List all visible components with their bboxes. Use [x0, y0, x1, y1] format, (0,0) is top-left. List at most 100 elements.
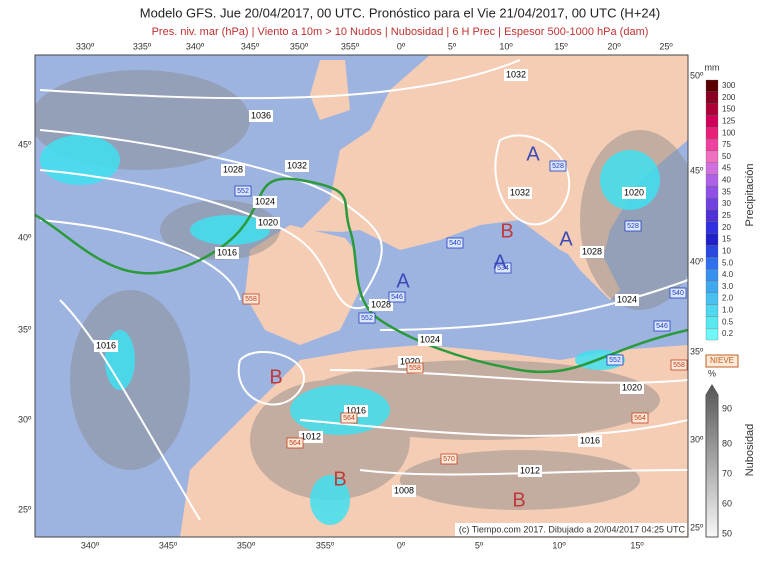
- map-frame: [34, 54, 689, 538]
- lon-label-bottom: 0º: [397, 540, 406, 550]
- isobar-label: 1036: [251, 110, 271, 120]
- isobar-label: 1032: [287, 160, 307, 170]
- lat-label-left: 35º: [18, 324, 32, 334]
- thickness-label: 570: [443, 456, 455, 463]
- pressure-center: A: [526, 143, 540, 165]
- lon-label-top: 20º: [607, 41, 621, 51]
- isobar-label-bg: [580, 246, 604, 258]
- snow-label: NIEVE: [710, 356, 734, 365]
- isobar-label: 1012: [301, 431, 321, 441]
- subtitle: Pres. niv. mar (hPa) | Viento a 10m > 10…: [152, 26, 649, 38]
- isobar-label: 1020: [258, 217, 278, 227]
- precip-unit: mm: [705, 62, 720, 72]
- lat-label-right: 40º: [690, 256, 704, 266]
- cloud-level: 70: [722, 468, 732, 478]
- lon-label-bottom: 15º: [630, 540, 644, 550]
- lat-label-right: 45º: [690, 165, 704, 175]
- precip-swatch: [705, 280, 719, 293]
- cloud-level: 50: [722, 528, 732, 538]
- precip-level: 35: [722, 187, 731, 196]
- lon-label-top: 355º: [341, 41, 360, 51]
- lon-label-top: 345º: [241, 41, 260, 51]
- isobar-label: 1020: [400, 356, 420, 366]
- isobar-label-bg: [615, 294, 639, 306]
- lon-label-bottom: 340º: [81, 540, 100, 550]
- title: Modelo GFS. Jue 20/04/2017, 00 UTC. Pron…: [140, 5, 660, 20]
- isobar-label: 1012: [520, 465, 540, 475]
- precip-level: 5.0: [722, 258, 734, 267]
- thickness-label-bg: [388, 291, 406, 303]
- isobar-label: 1016: [346, 405, 366, 415]
- isobar-label: 1028: [582, 246, 602, 256]
- precip-level: 45: [722, 164, 731, 173]
- precip-swatch: [705, 138, 719, 152]
- precip-swatch: [705, 304, 719, 317]
- lon-label-top: 10º: [499, 41, 513, 51]
- isobar-label-bg: [508, 187, 532, 199]
- lon-label-top: 335º: [133, 41, 152, 51]
- thickness-label-bg: [358, 312, 376, 324]
- cloud-bar: [705, 384, 719, 538]
- precip-swatch: [705, 186, 719, 199]
- thickness-label-bg: [624, 220, 642, 232]
- freezing-line: [35, 177, 688, 374]
- isobar-label-bg: [249, 110, 273, 122]
- precip-level: 0.2: [722, 329, 734, 338]
- lon-label-top: 25º: [659, 41, 673, 51]
- precip-swatch: [705, 233, 719, 246]
- lat-label-right: 35º: [690, 346, 704, 356]
- lon-label-top: 0º: [397, 41, 406, 51]
- lon-label-top: 330º: [76, 41, 95, 51]
- isobar-label: 1032: [506, 69, 526, 79]
- thickness-label: 564: [289, 440, 301, 447]
- lon-label-bottom: 10º: [552, 540, 566, 550]
- isobar-label-bg: [285, 160, 309, 172]
- lon-label-top: 340º: [186, 41, 205, 51]
- precip-swatch: [705, 198, 719, 211]
- pressure-center: B: [500, 220, 513, 242]
- isobar-label: 1016: [217, 247, 237, 257]
- credit: (c) Tiempo.com 2017. Dibujado a 20/04/20…: [459, 524, 686, 534]
- thickness-label: 546: [391, 294, 403, 301]
- thickness-label-bg: [340, 412, 358, 424]
- isobar-label: 1024: [420, 334, 440, 344]
- isobar-label-bg: [215, 247, 239, 259]
- isobar-label: 1024: [255, 196, 275, 206]
- precip-swatch: [705, 245, 719, 258]
- lon-label-top: 15º: [554, 41, 568, 51]
- isobar-label: 1020: [624, 187, 644, 197]
- precip-level: 30: [722, 199, 731, 208]
- thickness-label: 552: [237, 188, 249, 195]
- precip-level: 50: [722, 152, 731, 161]
- precip-swatch: [705, 316, 719, 329]
- precip-title: Precipitación: [744, 164, 756, 227]
- cloud-level: 80: [722, 438, 732, 448]
- precip-level: 2.0: [722, 294, 734, 303]
- isobar-label: 1016: [96, 340, 116, 350]
- thickness-label: 546: [656, 323, 668, 330]
- isobar-label-bg: [299, 431, 323, 443]
- isobar-label-bg: [94, 340, 118, 352]
- lon-label-top: 350º: [290, 41, 309, 51]
- lon-label-top: 5º: [448, 41, 457, 51]
- precip-swatch: [705, 150, 719, 163]
- isobar-label: 1032: [510, 187, 530, 197]
- isobar-label-bg: [578, 435, 602, 447]
- thickness-label: 552: [361, 315, 373, 322]
- precip-swatch: [705, 268, 719, 282]
- thickness-label-bg: [670, 359, 688, 371]
- thickness-label-bg: [234, 185, 252, 197]
- thickness-label: 528: [627, 223, 639, 230]
- pressure-center: B: [333, 468, 346, 490]
- isobar-label: 1020: [622, 382, 642, 392]
- isobars: [39, 59, 688, 521]
- thickness-label: 558: [245, 296, 257, 303]
- thickness-label-bg: [494, 262, 512, 274]
- precip-swatch: [705, 328, 719, 341]
- precip-level: 150: [722, 105, 736, 114]
- precip-swatch: [705, 91, 719, 104]
- precip-level: 1.0: [722, 306, 734, 315]
- cloud-level: 90: [722, 403, 732, 413]
- snow-box: [705, 354, 739, 368]
